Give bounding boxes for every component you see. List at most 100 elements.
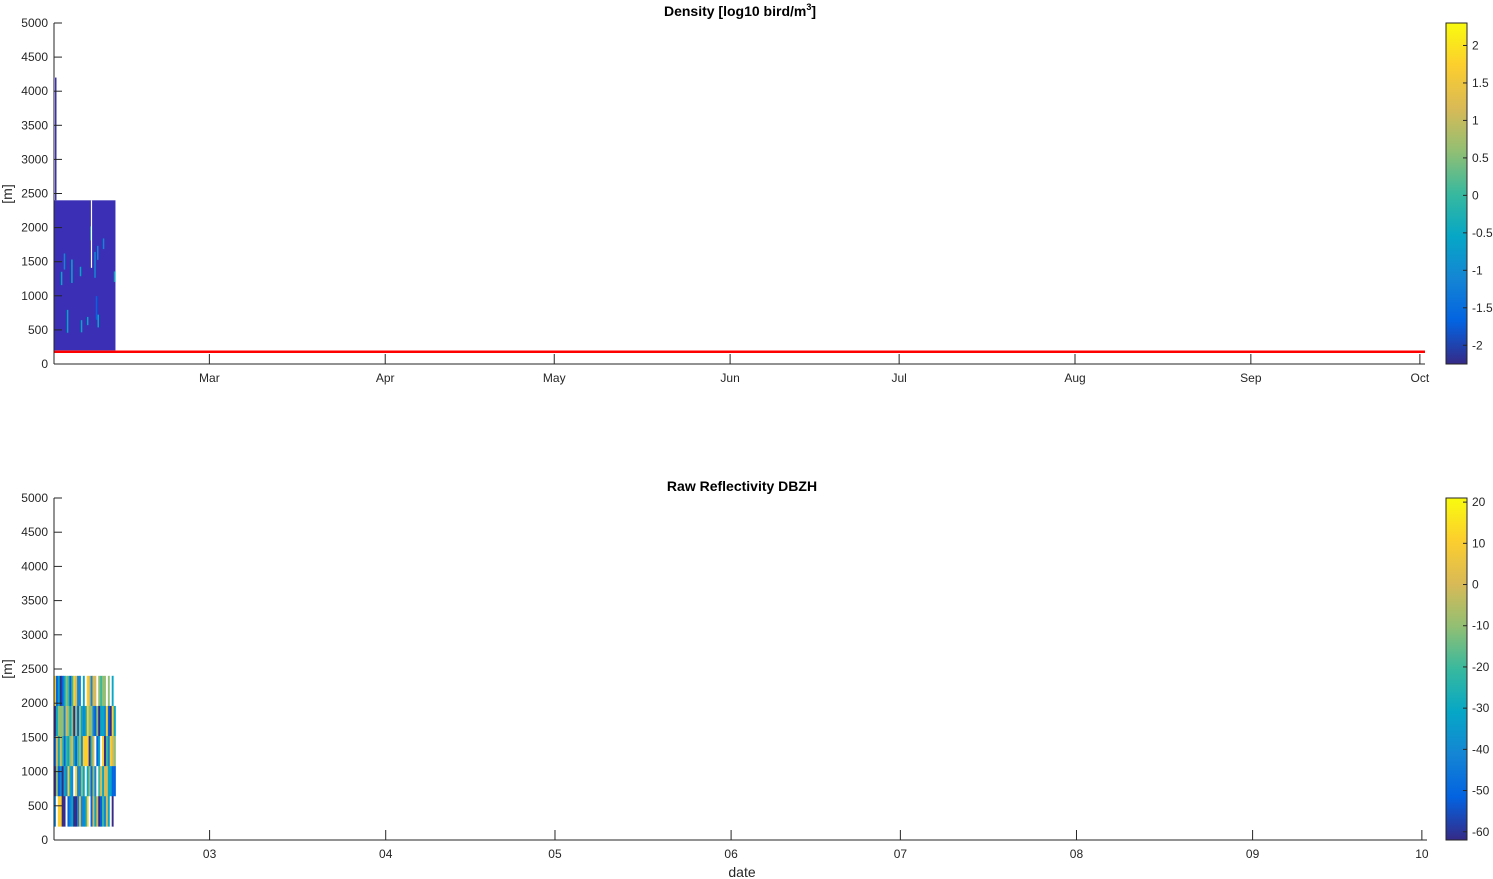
x-tick-label: 04 — [379, 847, 393, 861]
reflectivity-cell — [113, 705, 116, 737]
reflectivity-cell — [84, 675, 88, 707]
reflectivity-cell — [82, 736, 86, 767]
reflectivity-cell — [105, 705, 109, 737]
density-high-column — [55, 77, 57, 201]
density-data-layer — [54, 77, 116, 351]
reflectivity-cell — [92, 705, 95, 737]
y-tick-label: 0 — [41, 833, 48, 847]
reflectivity-cell — [63, 766, 66, 797]
reflectivity-cell — [113, 675, 116, 707]
reflectivity-cell — [94, 675, 97, 707]
reflectivity-cell — [113, 766, 116, 797]
reflectivity-cell — [65, 766, 68, 797]
reflectivity-cell — [67, 705, 70, 737]
reflectivity-panel: Raw Reflectivity DBZH [m] date 050010001… — [0, 478, 1490, 879]
reflectivity-cell — [98, 736, 101, 767]
reflectivity-cell — [86, 705, 89, 737]
reflectivity-cell — [73, 766, 76, 797]
reflectivity-cell — [96, 766, 99, 797]
reflectivity-cell — [55, 766, 59, 797]
reflectivity-cell — [71, 675, 74, 707]
reflectivity-cell — [94, 796, 97, 827]
x-tick-label: May — [543, 371, 566, 385]
density-colorbar: 2 1.5 1 0.5 0 -0.5 -1 -1.5 -2 — [1445, 22, 1493, 365]
reflectivity-cell — [102, 705, 105, 737]
reflectivity-cell — [73, 675, 76, 707]
colorbar-tick-label: -40 — [1472, 742, 1490, 756]
reflectivity-cell — [65, 705, 68, 737]
reflectivity-cell — [92, 675, 95, 707]
reflectivity-cell — [88, 736, 91, 767]
reflectivity-cell — [109, 796, 113, 827]
reflectivity-cell — [90, 796, 93, 827]
reflectivity-cell — [61, 705, 64, 737]
x-tick-label: Oct — [1411, 371, 1430, 385]
y-tick-label: 2000 — [21, 221, 48, 235]
reflectivity-cell — [84, 766, 88, 797]
reflectivity-cell — [79, 796, 82, 827]
reflectivity-cell — [75, 736, 78, 767]
reflectivity-cell — [102, 766, 105, 797]
reflectivity-cell — [98, 796, 101, 827]
colorbar-tick-label: 2 — [1472, 38, 1479, 52]
reflectivity-cell — [73, 705, 76, 737]
density-y-axis-label: [m] — [0, 184, 15, 203]
reflectivity-cell — [98, 766, 101, 797]
reflectivity-cell — [86, 766, 89, 797]
reflectivity-cell — [82, 675, 86, 707]
reflectivity-cell — [61, 796, 64, 827]
reflectivity-cell — [59, 705, 62, 737]
reflectivity-cell — [107, 736, 111, 767]
reflectivity-cell — [61, 766, 64, 797]
colorbar-tick-label: -30 — [1472, 701, 1490, 715]
reflectivity-cell — [88, 705, 91, 737]
reflectivity-cell — [69, 736, 72, 767]
reflectivity-cell — [65, 675, 68, 707]
reflectivity-cell — [71, 766, 74, 797]
reflectivity-cell — [111, 796, 114, 827]
reflectivity-cell — [105, 675, 109, 707]
reflectivity-y-axis-label: [m] — [0, 659, 15, 678]
y-tick-label: 3500 — [21, 118, 48, 132]
y-tick-label: 4500 — [21, 525, 48, 539]
reflectivity-cell — [100, 766, 103, 797]
reflectivity-cell — [80, 736, 84, 767]
density-title: Density [log10 bird/m3] — [664, 2, 816, 19]
reflectivity-cell — [104, 766, 107, 797]
reflectivity-cell — [59, 766, 62, 797]
reflectivity-cell — [69, 705, 72, 737]
density-cell — [97, 314, 99, 328]
reflectivity-cell — [107, 675, 111, 707]
reflectivity-cell — [55, 675, 59, 707]
reflectivity-title: Raw Reflectivity DBZH — [667, 478, 817, 494]
reflectivity-cell — [111, 705, 114, 737]
reflectivity-cell — [79, 675, 82, 707]
reflectivity-cell — [61, 675, 64, 707]
reflectivity-cell — [88, 675, 91, 707]
colorbar-gradient — [1445, 497, 1468, 841]
density-cell — [95, 296, 98, 320]
y-tick-label: 1000 — [21, 289, 48, 303]
y-tick-label: 2500 — [21, 187, 48, 201]
reflectivity-cell — [67, 796, 70, 827]
y-tick-label: 500 — [28, 799, 48, 813]
reflectivity-cell — [82, 796, 86, 827]
reflectivity-cell — [96, 796, 99, 827]
reflectivity-cell — [102, 796, 105, 827]
reflectivity-cell — [77, 675, 80, 707]
reflectivity-cell — [109, 705, 113, 737]
reflectivity-cell — [100, 705, 103, 737]
reflectivity-cell — [63, 796, 66, 827]
reflectivity-cell — [57, 766, 61, 797]
reflectivity-cell — [107, 705, 111, 737]
reflectivity-cell — [71, 705, 74, 737]
reflectivity-cell — [109, 675, 113, 707]
reflectivity-cell — [105, 796, 109, 827]
reflectivity-cell — [104, 796, 107, 827]
y-tick-label: 1000 — [21, 765, 48, 779]
colorbar-tick-label: -50 — [1472, 784, 1490, 798]
reflectivity-cell — [109, 766, 113, 797]
reflectivity-cell — [86, 675, 89, 707]
y-tick-label: 500 — [28, 323, 48, 337]
density-cell — [102, 238, 105, 250]
